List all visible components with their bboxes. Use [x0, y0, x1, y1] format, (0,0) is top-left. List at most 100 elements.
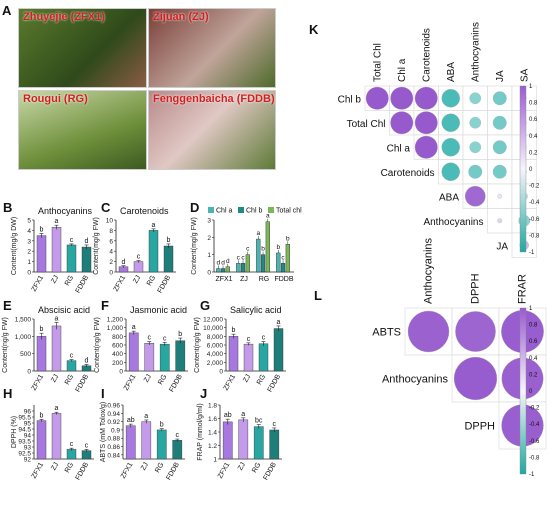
significance-letter: c [246, 246, 250, 253]
y-tick-label: 6,000 [207, 343, 224, 350]
panel-label-f: F [101, 298, 109, 313]
significance-letter: ab [224, 412, 232, 419]
y-tick-label: 1 [213, 457, 217, 464]
significance-letter: b [160, 422, 164, 429]
significance-letter: c [137, 254, 141, 261]
y-tick-label: 600 [112, 343, 123, 350]
corr-circle [468, 164, 483, 179]
y-tick-label: 0.88 [107, 436, 120, 443]
y-tick-label: 96 [24, 409, 32, 416]
colorbar-tick-label: 0.2 [529, 150, 538, 156]
significance-letter: a [55, 315, 59, 322]
significance-letter: c [70, 353, 74, 360]
y-tick-label: 1,000 [15, 334, 32, 341]
corr-circle [469, 141, 482, 154]
x-tick-label: ZJ [240, 276, 248, 283]
y-tick-label: 5 [27, 218, 31, 225]
significance-letter: c [70, 237, 74, 244]
significance-letter: b [40, 412, 44, 419]
y-tick-label: 0.84 [107, 452, 120, 459]
y-tick-label: 4,000 [207, 351, 224, 358]
significance-letter: c [262, 335, 266, 342]
significance-letter: c [241, 254, 245, 261]
significance-letter: b [261, 246, 265, 253]
significance-letter: c [148, 335, 152, 342]
panel-label-h: H [3, 386, 12, 401]
y-tick-label: 200 [112, 360, 123, 367]
panel-label-e: E [3, 298, 12, 313]
panel-label-k: K [309, 22, 319, 37]
corr-circle [407, 310, 450, 353]
y-tick-label: 2 [207, 235, 211, 242]
corr-circle [492, 91, 507, 106]
colorbar-tick-label: 0.2 [529, 372, 538, 378]
colorbar-tick-label: -1 [529, 472, 535, 478]
significance-letter: c [85, 442, 89, 449]
chart-d: D 0 1 2 3 Content(mg/g FW) Chl a Chl b Total chl… [190, 200, 302, 283]
colorbar [519, 85, 527, 253]
x-tick-label: ZJ [143, 374, 153, 384]
y-tick-label: 3 [207, 218, 211, 225]
x-tick-label: RG [256, 374, 267, 387]
significance-letter: a [266, 213, 270, 220]
legend-label: Chl b [246, 208, 262, 215]
corr-circle [441, 162, 460, 181]
significance-letter: a [277, 319, 281, 326]
y-tick-label: 12,000 [203, 317, 223, 324]
photo-caption-zfx1: Zhuyejie (ZFX1) [23, 11, 105, 23]
x-tick-label: ZJ [242, 374, 252, 384]
x-tick-label: RG [259, 276, 270, 283]
corr-circle [441, 89, 460, 108]
x-tick-label: RG [154, 462, 165, 475]
panel-label-l: L [314, 288, 322, 303]
x-tick-label: RG [64, 374, 75, 387]
significance-letter: ab [127, 417, 135, 424]
column-label: FRAR [517, 274, 529, 304]
legend-label: Total chl [276, 208, 302, 215]
colorbar-tick-label: 0.8 [529, 323, 538, 329]
y-tick-label: 95.5 [18, 415, 31, 422]
y-tick-label: 8 [109, 228, 113, 235]
panel-label-a: A [2, 3, 12, 18]
y-tick-label: 1,500 [15, 317, 32, 324]
row-label: Total Chl [347, 119, 386, 130]
y-axis-label: ABTS (mM Tolox/g) [100, 402, 107, 463]
y-axis-label: Content(ng/g FW) [2, 317, 9, 373]
y-tick-label: 93 [24, 445, 32, 452]
significance-letter: a [256, 230, 260, 237]
significance-letter: d [122, 259, 126, 266]
legend: Chl a Chl b Total chl [208, 207, 302, 215]
corr-circle [365, 86, 389, 110]
y-tick-label: 500 [20, 351, 31, 358]
colorbar-tick-label: -0.8 [529, 233, 540, 239]
panel-label-j: J [200, 386, 207, 401]
colorbar-tick-label: -1 [529, 250, 535, 256]
significance-letter: d [85, 357, 89, 364]
row-label: Chl a [387, 143, 411, 154]
y-tick-label: 92 [24, 457, 32, 464]
column-label: Anthocyanins [423, 237, 435, 304]
y-tick-label: 10 [106, 218, 114, 225]
colorbar-tick-label: 0.4 [529, 356, 538, 362]
chart-title: Salicylic acid [230, 305, 282, 315]
colorbar-tick-label: 0.8 [529, 101, 538, 107]
column-label: SA [519, 68, 530, 82]
y-tick-label: 0 [109, 270, 113, 277]
y-tick-label: 2,000 [207, 360, 224, 367]
legend-swatch [208, 207, 214, 213]
column-label: DPPH [470, 273, 482, 304]
y-tick-label: 1.6 [208, 416, 217, 423]
corr-circle [414, 135, 438, 159]
significance-letter: d [85, 238, 89, 245]
panel-label-i: I [101, 386, 105, 401]
chart-title: Abscisic acid [38, 305, 90, 315]
colorbar-tick-label: -0.8 [529, 455, 540, 461]
colorbar-tick-label: -0.2 [529, 406, 540, 412]
row-label: Anthocyanins [423, 217, 483, 228]
x-tick-label: RG [146, 275, 157, 288]
y-tick-label: 0.96 [107, 403, 120, 410]
photo-zfx1: Zhuyejie (ZFX1) [18, 8, 147, 88]
y-tick-label: 0 [219, 369, 223, 376]
corr-circle [469, 116, 482, 129]
